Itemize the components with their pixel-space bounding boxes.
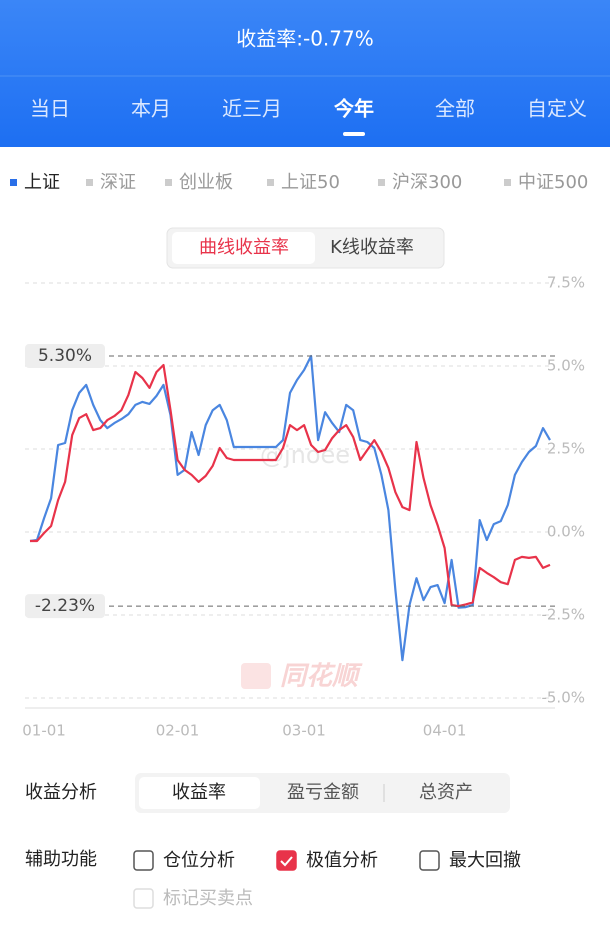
header-title: 收益率:-0.77% — [236, 27, 374, 51]
index-item[interactable]: 沪深300 — [392, 172, 462, 193]
toggle-item[interactable]: 曲线收益率 — [199, 237, 289, 258]
checkbox-label[interactable]: 仓位分析 — [163, 850, 235, 871]
tab[interactable]: 本月 — [131, 97, 171, 121]
y-tick-label: 2.5% — [547, 440, 585, 458]
y-tick-label: 0.0% — [547, 523, 585, 541]
index-item[interactable]: 上证 — [24, 172, 60, 193]
index-marker — [10, 179, 17, 186]
aux-label: 辅助功能 — [25, 849, 97, 870]
index-item[interactable]: 创业板 — [179, 172, 233, 193]
index-item[interactable]: 上证50 — [281, 172, 340, 193]
checkmark — [280, 856, 293, 867]
analysis-label: 收益分析 — [25, 782, 97, 803]
tab[interactable]: 今年 — [334, 97, 374, 121]
checkbox — [133, 888, 154, 909]
series-line — [30, 363, 551, 608]
tab[interactable]: 近三月 — [222, 97, 282, 121]
toggle-item[interactable]: K线收益率 — [330, 237, 414, 258]
checkbox[interactable] — [276, 850, 297, 871]
y-tick-label: -5.0% — [541, 689, 585, 707]
index-item[interactable]: 中证500 — [518, 172, 588, 193]
tab[interactable]: 全部 — [435, 97, 475, 121]
index-item[interactable]: 深证 — [100, 172, 136, 193]
segment-item[interactable]: 收益率 — [172, 782, 226, 803]
index-marker — [378, 179, 385, 186]
checkbox-label[interactable]: 极值分析 — [306, 850, 378, 871]
tab[interactable]: 当日 — [30, 97, 70, 121]
reference-label: 5.30% — [38, 346, 92, 366]
x-tick-label: 03-01 — [282, 722, 326, 740]
reference-label: -2.23% — [35, 596, 95, 616]
segment-item[interactable]: 盈亏金额 — [287, 782, 359, 803]
segment-active — [139, 777, 260, 809]
tab-indicator — [343, 132, 365, 136]
watermark-logo — [241, 663, 271, 689]
y-tick-label: 5.0% — [547, 357, 585, 375]
series-line — [29, 354, 551, 662]
index-marker — [267, 179, 274, 186]
tab[interactable]: 自定义 — [527, 97, 587, 121]
index-marker — [504, 179, 511, 186]
checkbox[interactable] — [133, 850, 154, 871]
checkbox[interactable] — [419, 850, 440, 871]
watermark: 同花顺 — [280, 662, 363, 692]
index-marker — [165, 179, 172, 186]
x-tick-label: 04-01 — [423, 722, 467, 740]
x-tick-label: 01-01 — [22, 722, 66, 740]
index-marker — [86, 179, 93, 186]
reference-label-bg — [25, 594, 105, 619]
reference-label-bg — [25, 344, 105, 369]
toggle-active — [172, 232, 315, 264]
header-bg — [0, 0, 610, 147]
y-tick-label: -2.5% — [541, 606, 585, 624]
segment-item[interactable]: 总资产 — [419, 782, 473, 803]
checkbox-label[interactable]: 最大回撤 — [449, 850, 521, 871]
x-tick-label: 02-01 — [156, 722, 200, 740]
y-tick-label: 7.5% — [547, 274, 585, 292]
checkbox-label: 标记买卖点 — [163, 888, 253, 909]
watermark: @jnoee — [260, 441, 350, 469]
